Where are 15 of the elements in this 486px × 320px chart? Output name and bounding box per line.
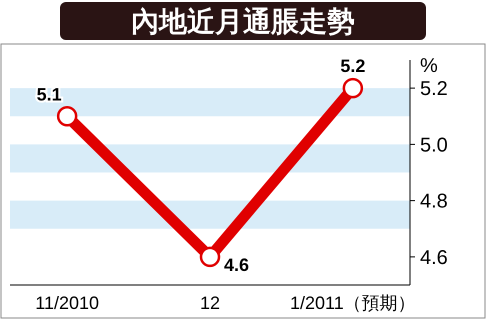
point [200, 246, 220, 268]
chart-title: 內地近月通脹走勢 [131, 6, 355, 37]
data-label: 5.1 [36, 84, 62, 104]
point [56, 106, 78, 126]
y-tick-label: 4.6 [420, 246, 448, 269]
data-label: 5.2 [340, 56, 366, 76]
y-tick-label: 5.0 [420, 134, 448, 156]
y-tick-label: 4.8 [420, 190, 448, 213]
point [342, 78, 364, 98]
x-tick-label: 11/2010 [35, 293, 100, 313]
x-tick-label: 1/2011（預期） [290, 293, 416, 313]
y-tick-label: 5.2 [420, 78, 448, 100]
x-tick-label: 12 [200, 293, 220, 313]
data-label: 4.6 [224, 254, 250, 275]
y-axis-title: % [420, 55, 438, 77]
